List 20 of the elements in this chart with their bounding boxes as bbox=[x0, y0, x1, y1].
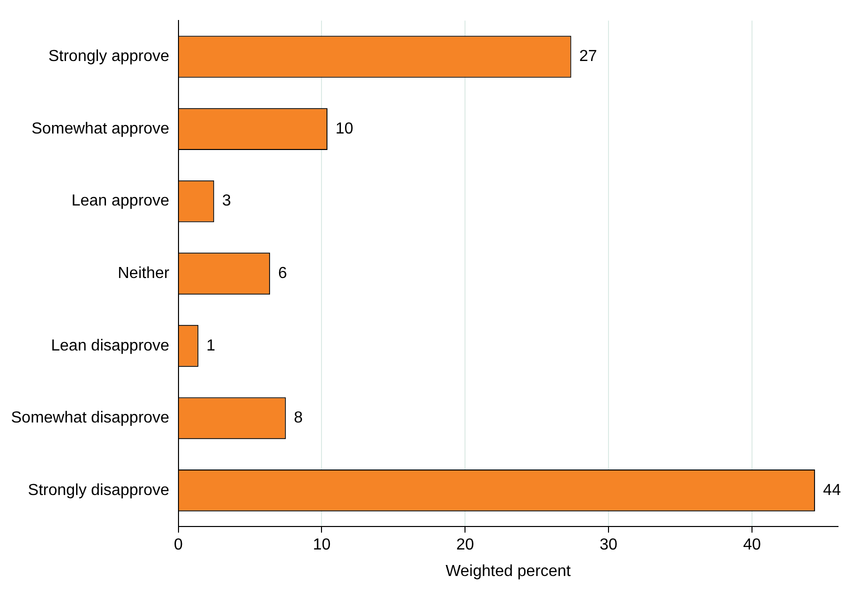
x-axis-title: Weighted percent bbox=[446, 562, 572, 580]
data-label: 3 bbox=[222, 192, 232, 210]
y-tick-label: Strongly disapprove bbox=[28, 482, 170, 499]
x-tick-label: 20 bbox=[456, 536, 474, 554]
x-tick-label: 10 bbox=[312, 536, 331, 554]
y-tick-label: Neither bbox=[118, 265, 170, 282]
x-tick-label: 30 bbox=[600, 536, 618, 554]
y-tick-label: Strongly approve bbox=[48, 48, 170, 66]
x-tick-label: 0 bbox=[174, 536, 183, 554]
data-label: 44 bbox=[823, 482, 841, 499]
y-tick-label: Lean disapprove bbox=[51, 337, 170, 354]
data-label: 1 bbox=[206, 337, 216, 354]
data-label: 6 bbox=[278, 265, 288, 282]
data-label: 8 bbox=[294, 410, 303, 427]
x-tick-label: 40 bbox=[743, 536, 761, 554]
y-tick-label: Lean approve bbox=[71, 192, 170, 210]
y-tick-label: Somewhat disapprove bbox=[11, 410, 170, 427]
data-label: 10 bbox=[335, 120, 354, 138]
y-tick-label: Somewhat approve bbox=[31, 120, 170, 138]
data-label: 27 bbox=[579, 48, 598, 66]
